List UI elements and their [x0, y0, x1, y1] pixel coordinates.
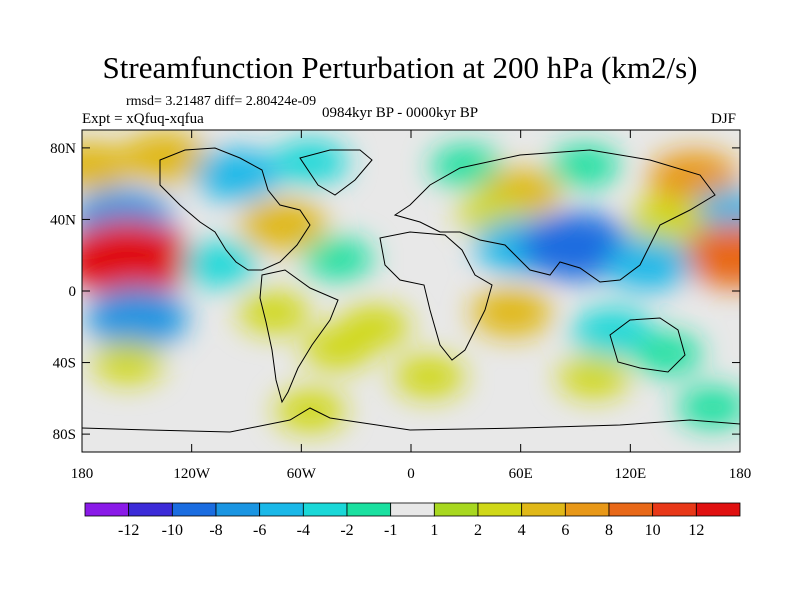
y-tick-label-0: 80N [50, 141, 76, 157]
coastlines [82, 147, 740, 433]
coast-south-america [259, 269, 339, 404]
colorbar-label-5: -2 [340, 522, 353, 539]
colorbar-label-8: 2 [474, 522, 482, 539]
colorbar-swatch-10 [521, 502, 566, 517]
colorbar-label-3: -6 [253, 522, 266, 539]
field-anomaly-21 [238, 291, 310, 334]
colorbar-swatch-8 [433, 502, 479, 517]
field-anomaly-19 [605, 238, 692, 291]
colorbar-label-2: -8 [209, 522, 222, 539]
field-anomaly-7 [82, 141, 132, 191]
field-anomaly-30 [275, 389, 346, 433]
coast-africa [379, 231, 493, 361]
colorbar: -12 -10 -8 -6 -4 -2 -1 1 2 4 6 8 10 12 [84, 502, 741, 539]
colorbar-label-1: -10 [162, 522, 183, 539]
plot-area [82, 130, 740, 452]
colorbar-label-4: -4 [297, 522, 310, 539]
field-anomaly-20 [86, 287, 188, 349]
field-anomaly-1 [194, 148, 281, 201]
field-anomaly-29 [558, 355, 629, 399]
x-tick-label-0: 180 [71, 466, 94, 482]
field-anomaly-13 [82, 220, 192, 298]
field-anomaly-18 [519, 212, 632, 281]
field-anomaly-25 [631, 332, 703, 375]
x-tick-label-2: 60W [287, 466, 317, 482]
colorbar-swatch-0 [84, 502, 130, 517]
field-anomaly-3 [430, 144, 502, 187]
field-anomaly-4 [549, 144, 620, 187]
coast-greenland [299, 149, 373, 196]
coast-antarctica [82, 407, 740, 433]
colorbar-swatch-11 [564, 502, 610, 517]
y-tick-label-4: 80S [53, 427, 76, 443]
x-tick-label-1: 120W [173, 466, 211, 482]
colorbar-swatch-13 [652, 502, 697, 517]
experiment-label: Expt = xQfuq-xqfua [82, 111, 204, 127]
x-tick-label-4: 60E [509, 466, 533, 482]
figure-title: Streamfunction Perturbation at 200 hPa (… [102, 50, 698, 85]
field-anomaly-14 [682, 222, 740, 288]
x-axis: 180 120W 60W 0 60E 120E 180 [71, 130, 752, 482]
colorbar-swatch-7 [390, 502, 435, 517]
colorbar-label-7: 1 [430, 522, 438, 539]
colorbar-label-12: 10 [645, 522, 661, 539]
colorbar-label-10: 6 [561, 522, 569, 539]
coast-north-america [159, 147, 311, 271]
x-tick-label-6: 180 [729, 466, 752, 482]
coast-eurasia [393, 149, 716, 283]
coast-australia [609, 317, 686, 373]
colorbar-label-0: -12 [118, 522, 139, 539]
colorbar-swatch-2 [171, 502, 217, 517]
streamfunction-field [82, 130, 740, 433]
y-tick-label-1: 40N [50, 212, 76, 228]
x-tick-label-5: 120E [614, 466, 646, 482]
field-anomaly-2 [272, 139, 349, 185]
field-anomaly-23 [471, 288, 552, 337]
plot-background [82, 130, 740, 452]
colorbar-label-6: -1 [384, 522, 397, 539]
field-anomaly-31 [677, 386, 740, 429]
field-anomaly-27 [302, 327, 374, 370]
colorbar-swatch-4 [259, 502, 304, 517]
colorbar-swatch-1 [128, 502, 173, 517]
y-tick-label-3: 40S [53, 356, 76, 372]
colorbar-swatch-3 [215, 502, 261, 517]
colorbar-label-9: 4 [518, 522, 526, 539]
field-anomaly-26 [92, 341, 163, 384]
season-label: DJF [711, 111, 737, 127]
colorbar-label-13: 12 [688, 522, 704, 539]
field-anomaly-10 [240, 198, 327, 251]
period-label: 0984kyr BP - 0000kyr BP [322, 105, 479, 121]
field-anomaly-12 [629, 196, 705, 243]
field-anomaly-15 [181, 241, 257, 287]
colorbar-swatch-12 [608, 502, 654, 517]
y-axis: 80N 40N 0 40S 80S [50, 141, 740, 443]
colorbar-swatch-6 [346, 502, 392, 517]
y-tick-label-2: 0 [69, 284, 77, 300]
colorbar-label-11: 8 [605, 522, 613, 539]
colorbar-swatch-9 [477, 502, 523, 517]
colorbar-swatch-5 [302, 502, 348, 517]
rmsd-diff-stats: rmsd= 3.21487 diff= 2.80424e-09 [126, 94, 317, 109]
field-anomaly-0 [121, 130, 208, 183]
field-anomaly-16 [302, 237, 374, 280]
x-tick-label-3: 0 [407, 466, 415, 482]
colorbar-swatch-14 [695, 502, 741, 517]
field-anomaly-28 [394, 355, 465, 399]
